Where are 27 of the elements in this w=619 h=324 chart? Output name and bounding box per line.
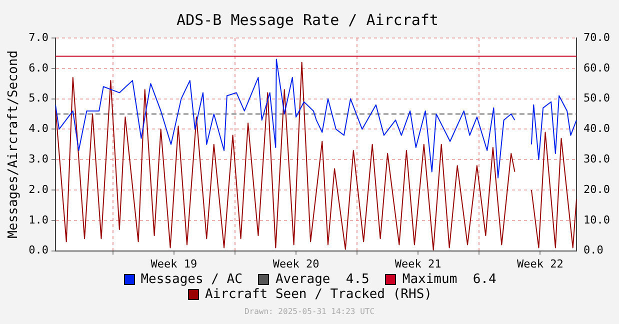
y-tick-label: 3.0 bbox=[28, 152, 48, 166]
legend-label: Aircraft Seen / Tracked (RHS) bbox=[205, 287, 432, 302]
y-axis-title: Messages/Aircraft/Second bbox=[6, 50, 22, 238]
legend-label: Maximum 6.4 bbox=[402, 272, 496, 287]
y2-tick-label: 40.0 bbox=[584, 122, 610, 136]
x-tick-label: Week 19 bbox=[150, 257, 198, 270]
y2-tick-label: 70.0 bbox=[584, 30, 610, 44]
y-tick-label: 6.0 bbox=[28, 61, 48, 74]
y-tick-label: 7.0 bbox=[28, 30, 48, 44]
y2-tick-label: 30.0 bbox=[584, 152, 610, 166]
y2-tick-label: 20.0 bbox=[584, 182, 610, 196]
y-tick-label: 5.0 bbox=[28, 92, 48, 105]
y-tick-label: 0.0 bbox=[28, 244, 48, 257]
x-tick-label: Week 21 bbox=[394, 257, 442, 270]
chart-title: ADS-B Message Rate / Aircraft bbox=[176, 10, 438, 29]
y-tick-label: 2.0 bbox=[28, 182, 48, 196]
y2-tick-label: 60.0 bbox=[584, 61, 610, 74]
y2-tick-label: 10.0 bbox=[584, 213, 610, 226]
legend-label: Messages / AC bbox=[140, 272, 242, 287]
x-tick-label: Week 20 bbox=[272, 257, 320, 270]
x-tick-label: Week 22 bbox=[516, 257, 564, 270]
legend-label: Average 4.5 bbox=[275, 272, 370, 287]
y2-tick-label: 0.0 bbox=[584, 244, 604, 257]
text: Drawn: 2025-05-31 14:23 UTC bbox=[243, 307, 376, 316]
y-tick-label: 4.0 bbox=[28, 122, 48, 136]
y-tick-label: 1.0 bbox=[28, 213, 48, 226]
y2-tick-label: 50.0 bbox=[584, 92, 610, 105]
